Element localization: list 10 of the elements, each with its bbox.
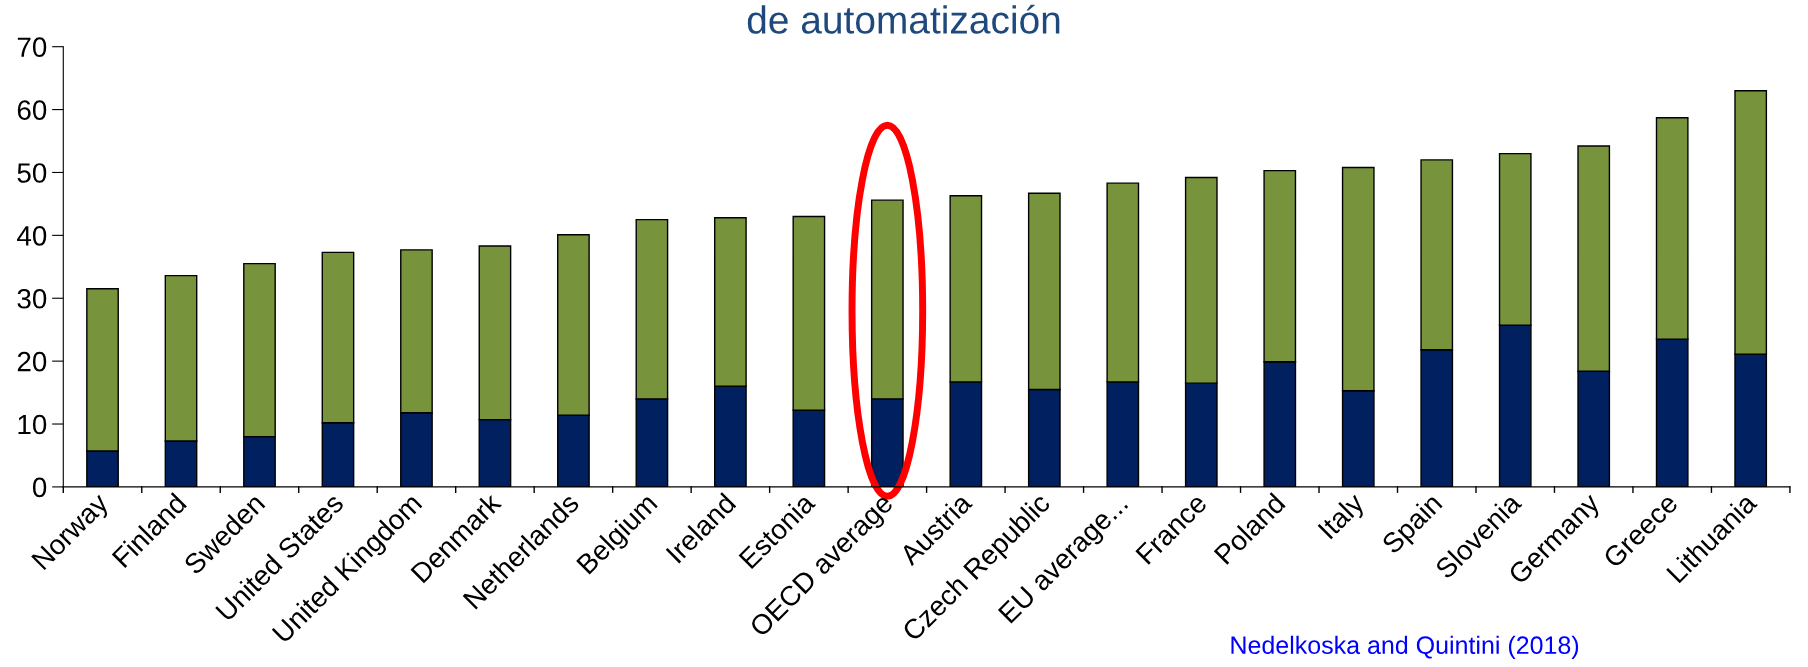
y-tick-label: 50 — [17, 163, 47, 183]
y-tick-label: 20 — [17, 351, 47, 372]
text: Nedelkoska and Quintini (2018) — [1231, 635, 1579, 659]
y-tick-label: 60 — [17, 100, 47, 120]
y-tick-label: 10 — [18, 414, 47, 435]
y-tick-label: 70 — [17, 37, 47, 58]
x-tick-label: Italy — [1316, 490, 1370, 544]
chart-title: de automatización — [747, 4, 1060, 34]
y-tick-label: 40 — [17, 226, 47, 246]
y-tick-label: 30 — [17, 288, 47, 309]
